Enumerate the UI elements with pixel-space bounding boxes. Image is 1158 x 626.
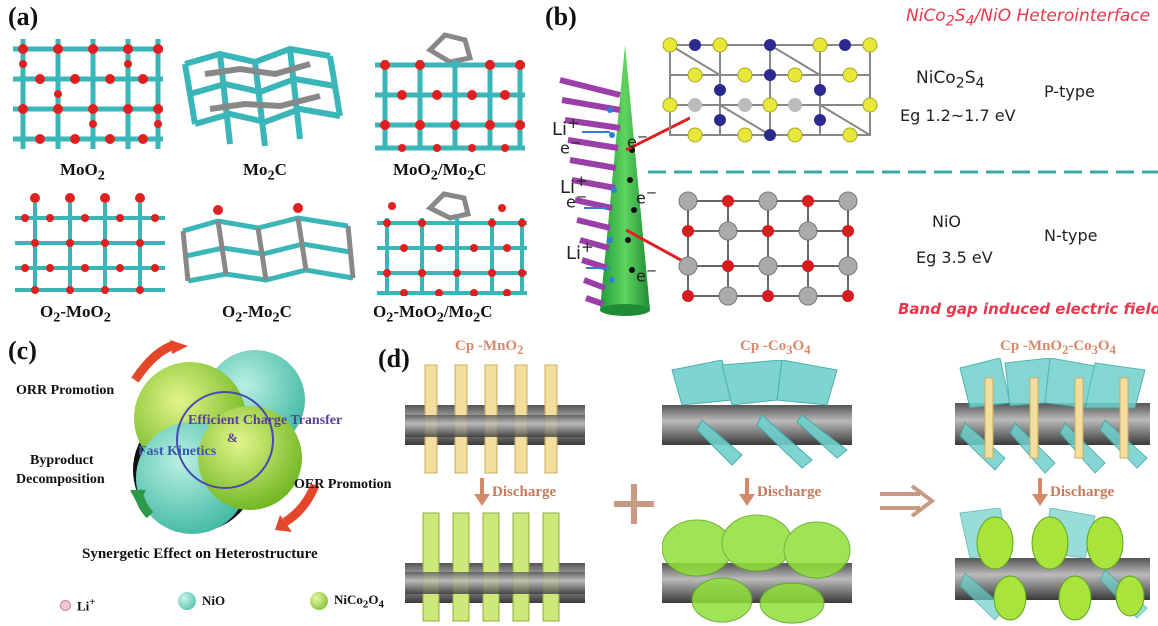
legend-li: Li+ xyxy=(60,596,95,614)
discharge-label-2: Discharge xyxy=(757,484,822,500)
nio-label: NiO xyxy=(932,212,962,231)
n-type-label: N-type xyxy=(1044,226,1098,245)
discharge-label-3: Discharge xyxy=(1050,484,1115,500)
nico2s4-bandgap: Eg 1.2~1.7 eV xyxy=(900,106,1016,125)
discharge-arrow-2 xyxy=(739,478,755,506)
li-label-3: Li+ xyxy=(566,238,594,264)
byproduct-line2: Decomposition xyxy=(16,472,105,487)
moo2-mo2c-lattice xyxy=(375,32,525,152)
caption-mo2c: Mo2C xyxy=(243,160,287,184)
e-label-4: e− xyxy=(636,186,658,208)
orr-promotion: ORR Promotion xyxy=(16,383,115,398)
e-label-1: e− xyxy=(560,136,582,158)
panel-c-label: (c) xyxy=(8,336,37,365)
heterointerface-title: NiCo2S4/NiO Heterointerface xyxy=(906,6,1151,30)
heterostructure-spheres xyxy=(130,340,320,534)
co3o4-rod-after xyxy=(662,514,852,624)
plus-icon xyxy=(614,484,654,524)
nico2o4-swatch xyxy=(310,592,328,611)
caption-moo2: MoO2 xyxy=(60,160,105,184)
byproduct-line1: Byproduct xyxy=(30,453,94,468)
legend-nico2o4-text: NiCo2O4 xyxy=(334,592,384,611)
nio-bandgap: Eg 3.5 eV xyxy=(916,248,993,267)
synergetic-caption: Synergetic Effect on Heterostructure xyxy=(82,546,318,562)
caption-o2-moo2: O2-MoO2 xyxy=(40,302,111,326)
co3o4-rod-before xyxy=(662,360,852,469)
composite-rod-after xyxy=(955,508,1150,621)
mo2c-lattice xyxy=(182,45,343,147)
nico2s4-label: NiCo2S4 xyxy=(916,68,985,92)
legend-nico2o4: NiCo2O4 xyxy=(310,592,384,611)
cone-electrode xyxy=(559,45,690,316)
caption-moo2-mo2c: MoO2/Mo2C xyxy=(393,160,487,184)
e-label-5: e− xyxy=(636,264,658,286)
center-kinetics: Fast Kinetics xyxy=(138,444,217,459)
panel-d-label: (d) xyxy=(378,344,410,373)
legend-nio: NiO xyxy=(178,592,225,610)
nio-swatch xyxy=(178,592,196,610)
li-label-2: Li+ xyxy=(560,172,588,198)
panel-b-label: (b) xyxy=(545,2,577,31)
discharge-arrow-3 xyxy=(1032,478,1048,506)
mno2-rod-after xyxy=(405,512,585,622)
e-label-3: e− xyxy=(566,190,588,212)
center-amp: & xyxy=(227,430,238,445)
li-swatch xyxy=(60,599,71,611)
o2-mo2c-lattice xyxy=(180,203,356,284)
legend-nio-text: NiO xyxy=(202,593,226,608)
o2-moo2-lattice xyxy=(15,193,165,294)
e-label-2: e− xyxy=(627,130,649,152)
center-charge-transfer: Efficient Charge Transfer xyxy=(188,413,343,428)
legend-li-text: Li+ xyxy=(77,596,96,614)
discharge-label-1: Discharge xyxy=(492,484,557,500)
mno2-rod-before xyxy=(405,364,585,474)
cp-mno2-title: Cp -MnO2 xyxy=(455,338,524,357)
caption-o2-moo2-mo2c: O2-MoO2/Mo2C xyxy=(373,302,493,326)
panel-a-label: (a) xyxy=(8,2,39,31)
nico2s4-crystal xyxy=(662,37,878,143)
implies-arrow-icon xyxy=(880,484,936,518)
discharge-arrow-1 xyxy=(474,478,490,506)
interface-dashed-line xyxy=(648,170,1158,174)
o2-moo2-mo2c-lattice xyxy=(377,191,527,296)
oer-promotion: OER Promotion xyxy=(294,477,392,492)
electric-field-note: Band gap induced electric field xyxy=(898,300,1158,318)
nio-crystal xyxy=(678,191,858,306)
composite-rod-before xyxy=(955,358,1150,474)
li-label-1: Li+ xyxy=(552,114,580,140)
caption-o2-mo2c: O2-Mo2C xyxy=(222,302,292,326)
cp-co3o4-title: Cp -Co3O4 xyxy=(740,338,811,357)
cp-mno2-co3o4-title: Cp -MnO2-Co3O4 xyxy=(1000,338,1116,357)
moo2-lattice xyxy=(13,39,163,149)
p-type-label: P-type xyxy=(1044,82,1095,101)
